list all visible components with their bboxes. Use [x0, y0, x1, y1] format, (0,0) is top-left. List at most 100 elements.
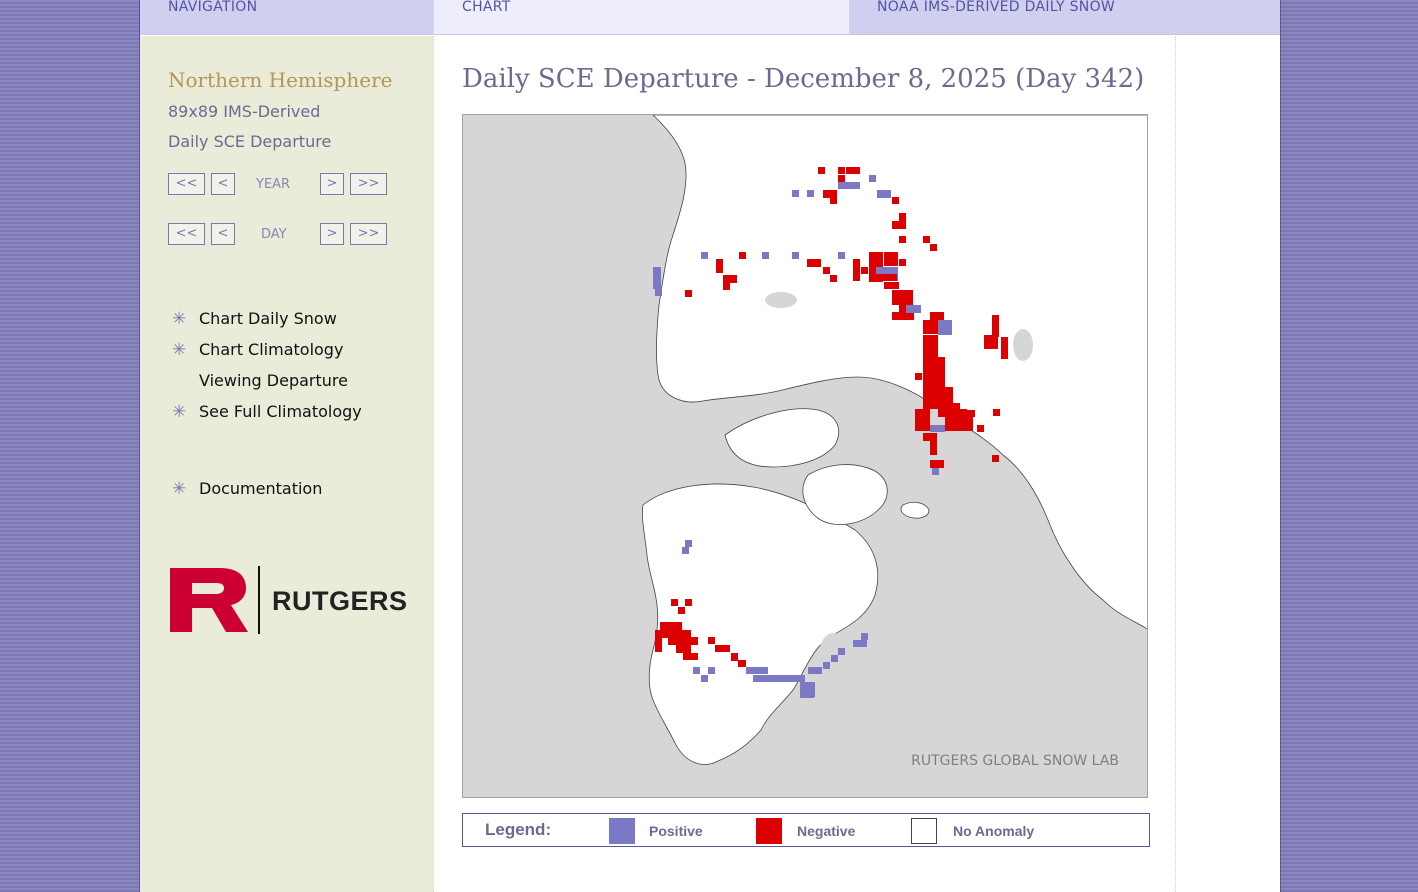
positive-anomaly-cell: [877, 190, 891, 198]
negative-anomaly-cell: [668, 637, 698, 645]
negative-anomaly-cell: [723, 275, 737, 283]
positive-anomaly-cell: [653, 267, 661, 289]
negative-anomaly-cell: [731, 653, 738, 661]
positive-anomaly-cell: [853, 640, 867, 647]
negative-anomaly-cell: [708, 637, 715, 644]
negative-anomaly-cell: [660, 622, 682, 630]
negative-anomaly-cell: [738, 660, 746, 667]
positive-anomaly-cell: [693, 667, 700, 674]
negative-anomaly-cell: [977, 425, 984, 432]
negative-anomaly-cell: [930, 244, 937, 251]
negative-anomaly-cell: [655, 638, 662, 652]
negative-anomaly-cell: [823, 190, 837, 198]
positive-anomaly-cell: [838, 252, 845, 259]
positive-anomaly-cell: [655, 289, 662, 296]
negative-anomaly-cell: [655, 630, 691, 638]
negative-anomaly-cell: [923, 236, 930, 243]
year-prev-button[interactable]: <: [211, 173, 235, 195]
positive-anomaly-cell: [938, 320, 952, 335]
negative-anomaly-cell: [685, 290, 692, 297]
negative-anomaly-cell: [923, 320, 937, 334]
negative-anomaly-cell: [930, 460, 944, 468]
positive-anomaly-cell: [930, 425, 945, 432]
negative-anomaly-cell: [923, 335, 938, 357]
no-anomaly-label: No Anomaly: [953, 823, 1035, 839]
positive-anomaly-cell: [708, 667, 715, 674]
arctic-islands-land: [724, 408, 839, 468]
positive-anomaly-cell: [792, 190, 799, 197]
eurasia-land: [652, 115, 1147, 630]
negative-anomaly-cell: [1001, 337, 1008, 359]
day-prev-button[interactable]: <: [211, 223, 235, 245]
negative-anomaly-cell: [823, 267, 830, 274]
positive-anomaly-cell: [808, 667, 822, 674]
negative-anomaly-cell: [899, 259, 906, 266]
negative-anomaly-cell: [869, 274, 897, 281]
negative-label: Negative: [797, 823, 856, 839]
day-label: DAY: [261, 227, 287, 242]
day-next-button[interactable]: >: [320, 223, 344, 245]
positive-anomaly-cell: [746, 667, 768, 674]
iceland-land: [900, 501, 930, 519]
page-frame: NAVIGATION CHART NOAA IMS-DERIVED DAILY …: [139, 0, 1281, 892]
negative-anomaly-cell: [930, 440, 937, 455]
negative-anomaly-cell: [915, 409, 930, 431]
positive-anomaly-cell: [861, 633, 868, 640]
positive-anomaly-cell: [792, 252, 799, 259]
year-first-button[interactable]: <<: [168, 173, 205, 195]
day-last-button[interactable]: >>: [350, 223, 387, 245]
sidebar: Northern Hemisphere 89x89 IMS-Derived Da…: [140, 36, 433, 892]
anomaly-cells: [653, 167, 1008, 698]
negative-anomaly-cell: [992, 455, 999, 462]
hemisphere-title: Northern Hemisphere: [168, 68, 393, 92]
negative-anomaly-cell: [830, 197, 837, 204]
negative-anomaly-cell: [683, 653, 698, 660]
negative-anomaly-cell: [923, 433, 937, 441]
positive-anomaly-cell: [762, 252, 769, 259]
positive-anomaly-cell: [823, 662, 830, 669]
subtitle-product: Daily SCE Departure: [168, 132, 332, 151]
negative-anomaly-cell: [685, 599, 692, 606]
polar-map-graphic: [642, 115, 1147, 765]
negative-anomaly-cell: [915, 373, 922, 380]
year-last-button[interactable]: >>: [350, 173, 387, 195]
negative-anomaly-cell: [861, 267, 868, 274]
positive-anomaly-cell: [807, 190, 814, 197]
negative-anomaly-cell: [846, 167, 853, 174]
positive-anomaly-cell: [869, 175, 876, 182]
negative-anomaly-cell: [818, 167, 825, 174]
negative-anomaly-cell: [984, 335, 998, 349]
snow-departure-map: RUTGERS GLOBAL SNOW LAB: [462, 114, 1148, 798]
negative-anomaly-cell: [884, 252, 898, 266]
negative-anomaly-cell: [899, 213, 906, 223]
negative-anomaly-cell: [899, 236, 906, 243]
negative-anomaly-cell: [830, 275, 837, 282]
year-label: YEAR: [256, 177, 291, 192]
day-first-button[interactable]: <<: [168, 223, 205, 245]
rutgers-logo[interactable]: RUTGERS: [168, 566, 407, 634]
negative-anomaly-cell: [853, 259, 860, 281]
negative-anomaly-cell: [739, 252, 746, 259]
negative-anomaly-cell: [923, 357, 945, 387]
positive-anomaly-cell: [753, 675, 805, 682]
header-noaa-link[interactable]: NOAA IMS-DERIVED DAILY SNOW: [849, 0, 1280, 35]
negative-anomaly-cell: [671, 599, 678, 606]
negative-anomaly-cell: [676, 645, 691, 653]
negative-anomaly-cell: [892, 312, 914, 320]
positive-anomaly-cell: [808, 682, 815, 697]
menu-label: Chart Climatology: [199, 340, 344, 359]
menu-label: Viewing Departure: [199, 371, 348, 390]
subtitle-grid: 89x89 IMS-Derived: [168, 102, 321, 121]
negative-anomaly-cell: [715, 645, 730, 652]
positive-anomaly-cell: [838, 182, 860, 189]
positive-anomaly-cell: [831, 655, 838, 662]
caspian-sea: [1013, 329, 1033, 361]
negative-anomaly-cell: [838, 167, 845, 174]
negative-anomaly-cell: [723, 283, 730, 290]
negative-anomaly-cell: [716, 259, 723, 273]
year-next-button[interactable]: >: [320, 173, 344, 195]
positive-anomaly-cell: [932, 468, 939, 475]
negative-anomaly-cell: [678, 607, 685, 614]
positive-anomaly-cell: [800, 690, 814, 698]
negative-anomaly-cell: [807, 259, 821, 267]
